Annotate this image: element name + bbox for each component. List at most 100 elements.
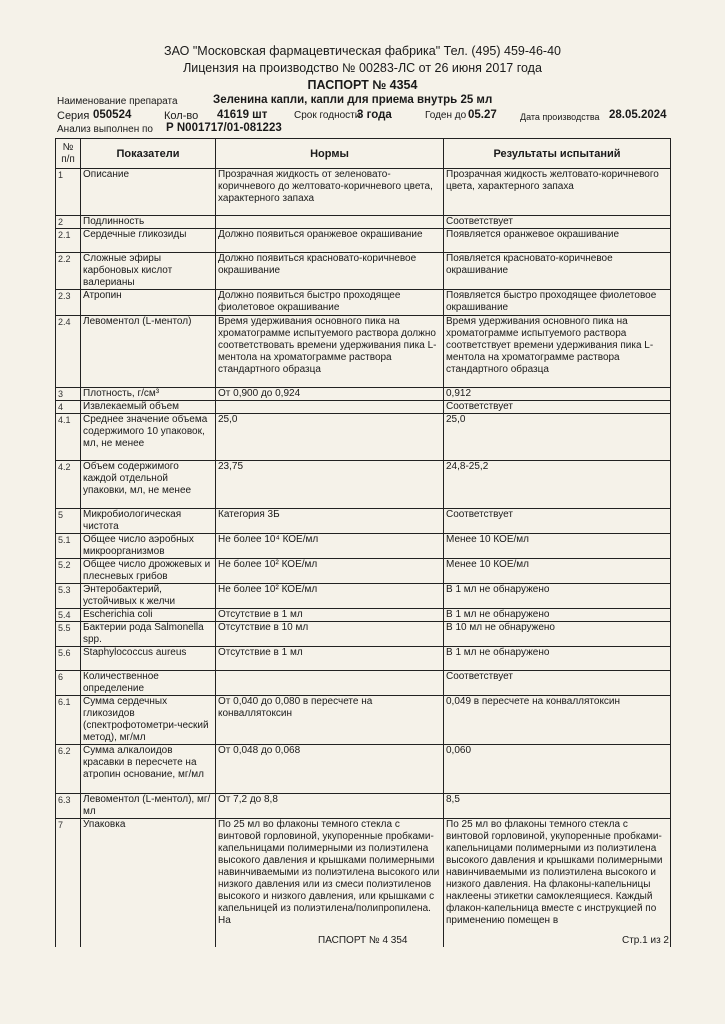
row-number: 2.2 (55, 252, 81, 290)
result-cell: 0,049 в пересчете на конваллятоксин (443, 695, 671, 745)
parameter-cell: Микробиологическая чистота (80, 508, 216, 534)
result-cell: В 10 мл не обнаружено (443, 621, 671, 647)
row-number: 6 (55, 670, 81, 696)
table-row: 6.1 Сумма сердечных гликозидов (спектрофо… (55, 695, 671, 745)
table-row: 5 Микробиологическая чистота Категория 3Б С… (55, 508, 671, 534)
result-cell: 25,0 (443, 413, 671, 461)
norm-cell: От 0,040 до 0,080 в пересчете на конвалл… (215, 695, 444, 745)
norm-cell: Должно появиться оранжевое окрашивание (215, 228, 444, 253)
table-row: 5.4 Escherichia coli Отсутствие в 1 мл В 1 … (55, 608, 671, 622)
row-number: 2.3 (55, 289, 81, 316)
result-cell: В 1 мл не обнаружено (443, 608, 671, 622)
norm-cell: Не более 10² КОЕ/мл (215, 583, 444, 609)
footer-page-number: Стр.1 из 2 (622, 935, 669, 946)
result-cell: По 25 мл во флаконы темного стекла с вин… (443, 818, 671, 947)
table-row: 1 Описание Прозрачная жидкость от зеленова… (55, 168, 671, 216)
norm-cell (215, 215, 444, 229)
result-cell: Менее 10 КОЕ/мл (443, 558, 671, 584)
parameter-cell: Атропин (80, 289, 216, 316)
row-number: 6.1 (55, 695, 81, 745)
table-header-row: № п/п Показатели Нормы Результаты испыта… (55, 138, 671, 169)
row-number: 1 (55, 168, 81, 216)
table-row: 5.5 Бактерии рода Salmonella spp. Отсутств… (55, 621, 671, 647)
result-cell: Соответствует (443, 670, 671, 696)
norm-cell: Не более 10⁴ КОЕ/мл (215, 533, 444, 559)
qty-value: 41619 шт (217, 109, 268, 121)
norm-cell: От 7,2 до 8,8 (215, 793, 444, 819)
norm-cell: Отсутствие в 10 мл (215, 621, 444, 647)
passport-table: № п/п Показатели Нормы Результаты испыта… (55, 138, 671, 947)
norm-cell: Отсутствие в 1 мл (215, 646, 444, 671)
qty-label: Кол-во (164, 110, 199, 122)
table-row: 2 Подлинность Соответствует (55, 215, 671, 229)
norm-cell: Время удерживания основного пика на хром… (215, 315, 444, 388)
series-value: 050524 (93, 109, 132, 121)
row-number: 4.1 (55, 413, 81, 461)
table-row: 4 Извлекаемый объем Соответствует (55, 400, 671, 414)
table-row: 3 Плотность, г/см³ От 0,900 до 0,924 0,912 (55, 387, 671, 401)
footer-passport: ПАСПОРТ № 4 354 (318, 935, 408, 946)
parameter-cell: Количественное определение (80, 670, 216, 696)
result-cell: В 1 мл не обнаружено (443, 583, 671, 609)
row-number: 2.1 (55, 228, 81, 253)
parameter-cell: Сердечные гликозиды (80, 228, 216, 253)
expiry-value: 05.27 (468, 109, 497, 121)
row-number: 2.4 (55, 315, 81, 388)
table-row: 5.3 Энтеробактерий, устойчивых к желчи Не … (55, 583, 671, 609)
mfg-value: 28.05.2024 (609, 109, 667, 121)
result-cell: 0,912 (443, 387, 671, 401)
parameter-cell: Энтеробактерий, устойчивых к желчи (80, 583, 216, 609)
result-cell: Появляется быстро проходящее фиолетовое … (443, 289, 671, 316)
product-label: Наименование препарата (57, 96, 178, 107)
table-row: 2.1 Сердечные гликозиды Должно появиться о… (55, 228, 671, 253)
table-row: 5.1 Общее число аэробных микроорганизмов Н… (55, 533, 671, 559)
shelf-label: Срок годности (294, 110, 361, 121)
parameter-cell: Escherichia coli (80, 608, 216, 622)
norm-cell: Должно появиться быстро проходящее фиоле… (215, 289, 444, 316)
parameter-cell: Плотность, г/см³ (80, 387, 216, 401)
norm-cell: Отсутствие в 1 мл (215, 608, 444, 622)
result-cell: Время удерживания основного пика на хром… (443, 315, 671, 388)
row-number: 5 (55, 508, 81, 534)
row-number: 4.2 (55, 460, 81, 509)
row-number: 3 (55, 387, 81, 401)
column-header-norm: Нормы (215, 138, 444, 169)
row-number: 4 (55, 400, 81, 414)
norm-cell: 23,75 (215, 460, 444, 509)
parameter-cell: Staphylococcus aureus (80, 646, 216, 671)
parameter-cell: Сложные эфиры карбоновых кислот валериан… (80, 252, 216, 290)
result-cell: Соответствует (443, 508, 671, 534)
shelf-value: 3 года (357, 109, 392, 121)
table-row: 7 Упаковка По 25 мл во флаконы темного сте… (55, 818, 671, 947)
result-cell: 8,5 (443, 793, 671, 819)
table-row: 5.2 Общее число дрожжевых и плесневых гри… (55, 558, 671, 584)
row-number: 5.4 (55, 608, 81, 622)
row-number: 5.1 (55, 533, 81, 559)
parameter-cell: Извлекаемый объем (80, 400, 216, 414)
result-cell: Соответствует (443, 215, 671, 229)
table-row: 4.1 Среднее значение объема содержимого 1… (55, 413, 671, 461)
column-header-number: № п/п (55, 138, 81, 169)
table-row: 4.2 Объем содержимого каждой отдельной уп… (55, 460, 671, 509)
expiry-label: Годен до (425, 110, 467, 121)
norm-cell (215, 670, 444, 696)
norm-cell: Категория 3Б (215, 508, 444, 534)
parameter-cell: Сумма алкалоидов красавки в пересчете на… (80, 744, 216, 794)
row-number: 7 (55, 818, 81, 947)
result-cell: Соответствует (443, 400, 671, 414)
company-line: ЗАО "Московская фармацевтическая фабрика… (164, 44, 561, 58)
norm-cell (215, 400, 444, 414)
norm-cell: Должно появиться красновато-коричневое о… (215, 252, 444, 290)
table-row: 6 Количественное определение Соответствует (55, 670, 671, 696)
table-row: 2.2 Сложные эфиры карбоновых кислот валер… (55, 252, 671, 290)
column-header-result: Результаты испытаний (443, 138, 671, 169)
result-cell: 0,060 (443, 744, 671, 794)
parameter-cell: Среднее значение объема содержимого 10 у… (80, 413, 216, 461)
norm-cell: Прозрачная жидкость от зеленовато-коричн… (215, 168, 444, 216)
row-number: 5.6 (55, 646, 81, 671)
parameter-cell: Левоментол (L-ментол) (80, 315, 216, 388)
table-row: 2.4 Левоментол (L-ментол) Время удерживани… (55, 315, 671, 388)
product-value: Зеленина капли, капли для приема внутрь … (213, 94, 493, 106)
parameter-cell: Описание (80, 168, 216, 216)
license-line: Лицензия на производство № 00283-ЛС от 2… (183, 61, 542, 75)
